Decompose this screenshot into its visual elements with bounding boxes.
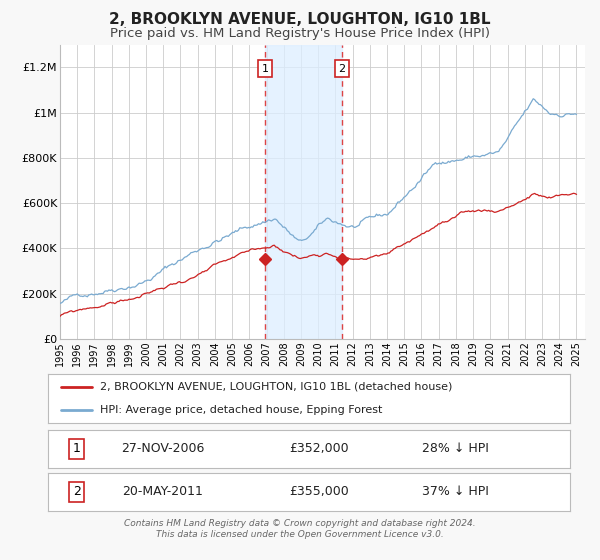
Text: 2, BROOKLYN AVENUE, LOUGHTON, IG10 1BL (detached house): 2, BROOKLYN AVENUE, LOUGHTON, IG10 1BL (… — [100, 382, 452, 392]
Text: 20-MAY-2011: 20-MAY-2011 — [122, 485, 203, 498]
Text: 37% ↓ HPI: 37% ↓ HPI — [422, 485, 488, 498]
Text: 2: 2 — [73, 485, 80, 498]
Text: 27-NOV-2006: 27-NOV-2006 — [121, 442, 205, 455]
Text: Contains HM Land Registry data © Crown copyright and database right 2024.
This d: Contains HM Land Registry data © Crown c… — [124, 519, 476, 539]
Bar — [265, 45, 342, 339]
Text: £355,000: £355,000 — [290, 485, 349, 498]
Text: Price paid vs. HM Land Registry's House Price Index (HPI): Price paid vs. HM Land Registry's House … — [110, 27, 490, 40]
Text: 28% ↓ HPI: 28% ↓ HPI — [422, 442, 488, 455]
Text: 1: 1 — [73, 442, 80, 455]
Text: 2, BROOKLYN AVENUE, LOUGHTON, IG10 1BL: 2, BROOKLYN AVENUE, LOUGHTON, IG10 1BL — [109, 12, 491, 27]
Text: 1: 1 — [262, 63, 268, 73]
Text: 2: 2 — [338, 63, 346, 73]
Text: HPI: Average price, detached house, Epping Forest: HPI: Average price, detached house, Eppi… — [100, 405, 383, 416]
Text: £352,000: £352,000 — [290, 442, 349, 455]
